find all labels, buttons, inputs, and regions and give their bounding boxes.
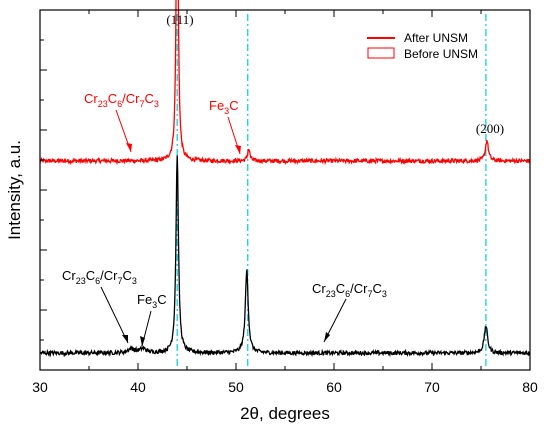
- annotation-black-carbide-right: Cr23C6/Cr7C3: [312, 281, 387, 299]
- annotation-black-fe3c: Fe3C: [137, 292, 167, 310]
- legend-label-after: After UNSM: [404, 31, 468, 45]
- x-tick-label: 40: [130, 379, 146, 395]
- annotation-red-carbide: Cr23C6/Cr7C3: [84, 91, 159, 109]
- arrowhead-red-carbide: [126, 143, 132, 152]
- x-tick-labels: 30 40 50 60 70 80: [32, 379, 538, 395]
- x-tick-label: 80: [522, 379, 538, 395]
- arrow-black-carbide-left: [100, 286, 129, 344]
- x-tick-label: 70: [424, 379, 440, 395]
- series-layer: [39, 0, 531, 358]
- axis-ticks: [39, 10, 531, 371]
- x-tick-label: 30: [32, 379, 48, 395]
- legend-label-before: Before UNSM: [404, 47, 478, 61]
- x-axis-title: 2θ, degrees: [240, 404, 330, 423]
- x-tick-label: 60: [326, 379, 342, 395]
- legend-swatch-before: [367, 47, 395, 59]
- legend: After UNSM Before UNSM: [367, 31, 478, 61]
- annotation-red-fe3c: Fe3C: [209, 98, 239, 116]
- peak-label-200: (200): [476, 121, 504, 136]
- series-line-before-unsm: [39, 155, 531, 358]
- peak-label-111: (111): [166, 12, 193, 27]
- x-tick-label: 50: [228, 379, 244, 395]
- arrowhead-black-fe3c: [140, 336, 145, 346]
- arrowhead-red-fe3c: [235, 145, 241, 154]
- series-line-after-unsm: [39, 0, 531, 166]
- reference-lines: [176, 14, 487, 366]
- y-axis-title: Intensity, a.u.: [5, 140, 24, 240]
- plot-frame: [39, 9, 531, 371]
- arrowhead-black-carbide-right: [324, 332, 330, 342]
- arrowhead-black-carbide-left: [122, 335, 128, 343]
- annotation-black-carbide-left: Cr23C6/Cr7C3: [62, 268, 137, 286]
- annotation-arrows: [100, 109, 347, 347]
